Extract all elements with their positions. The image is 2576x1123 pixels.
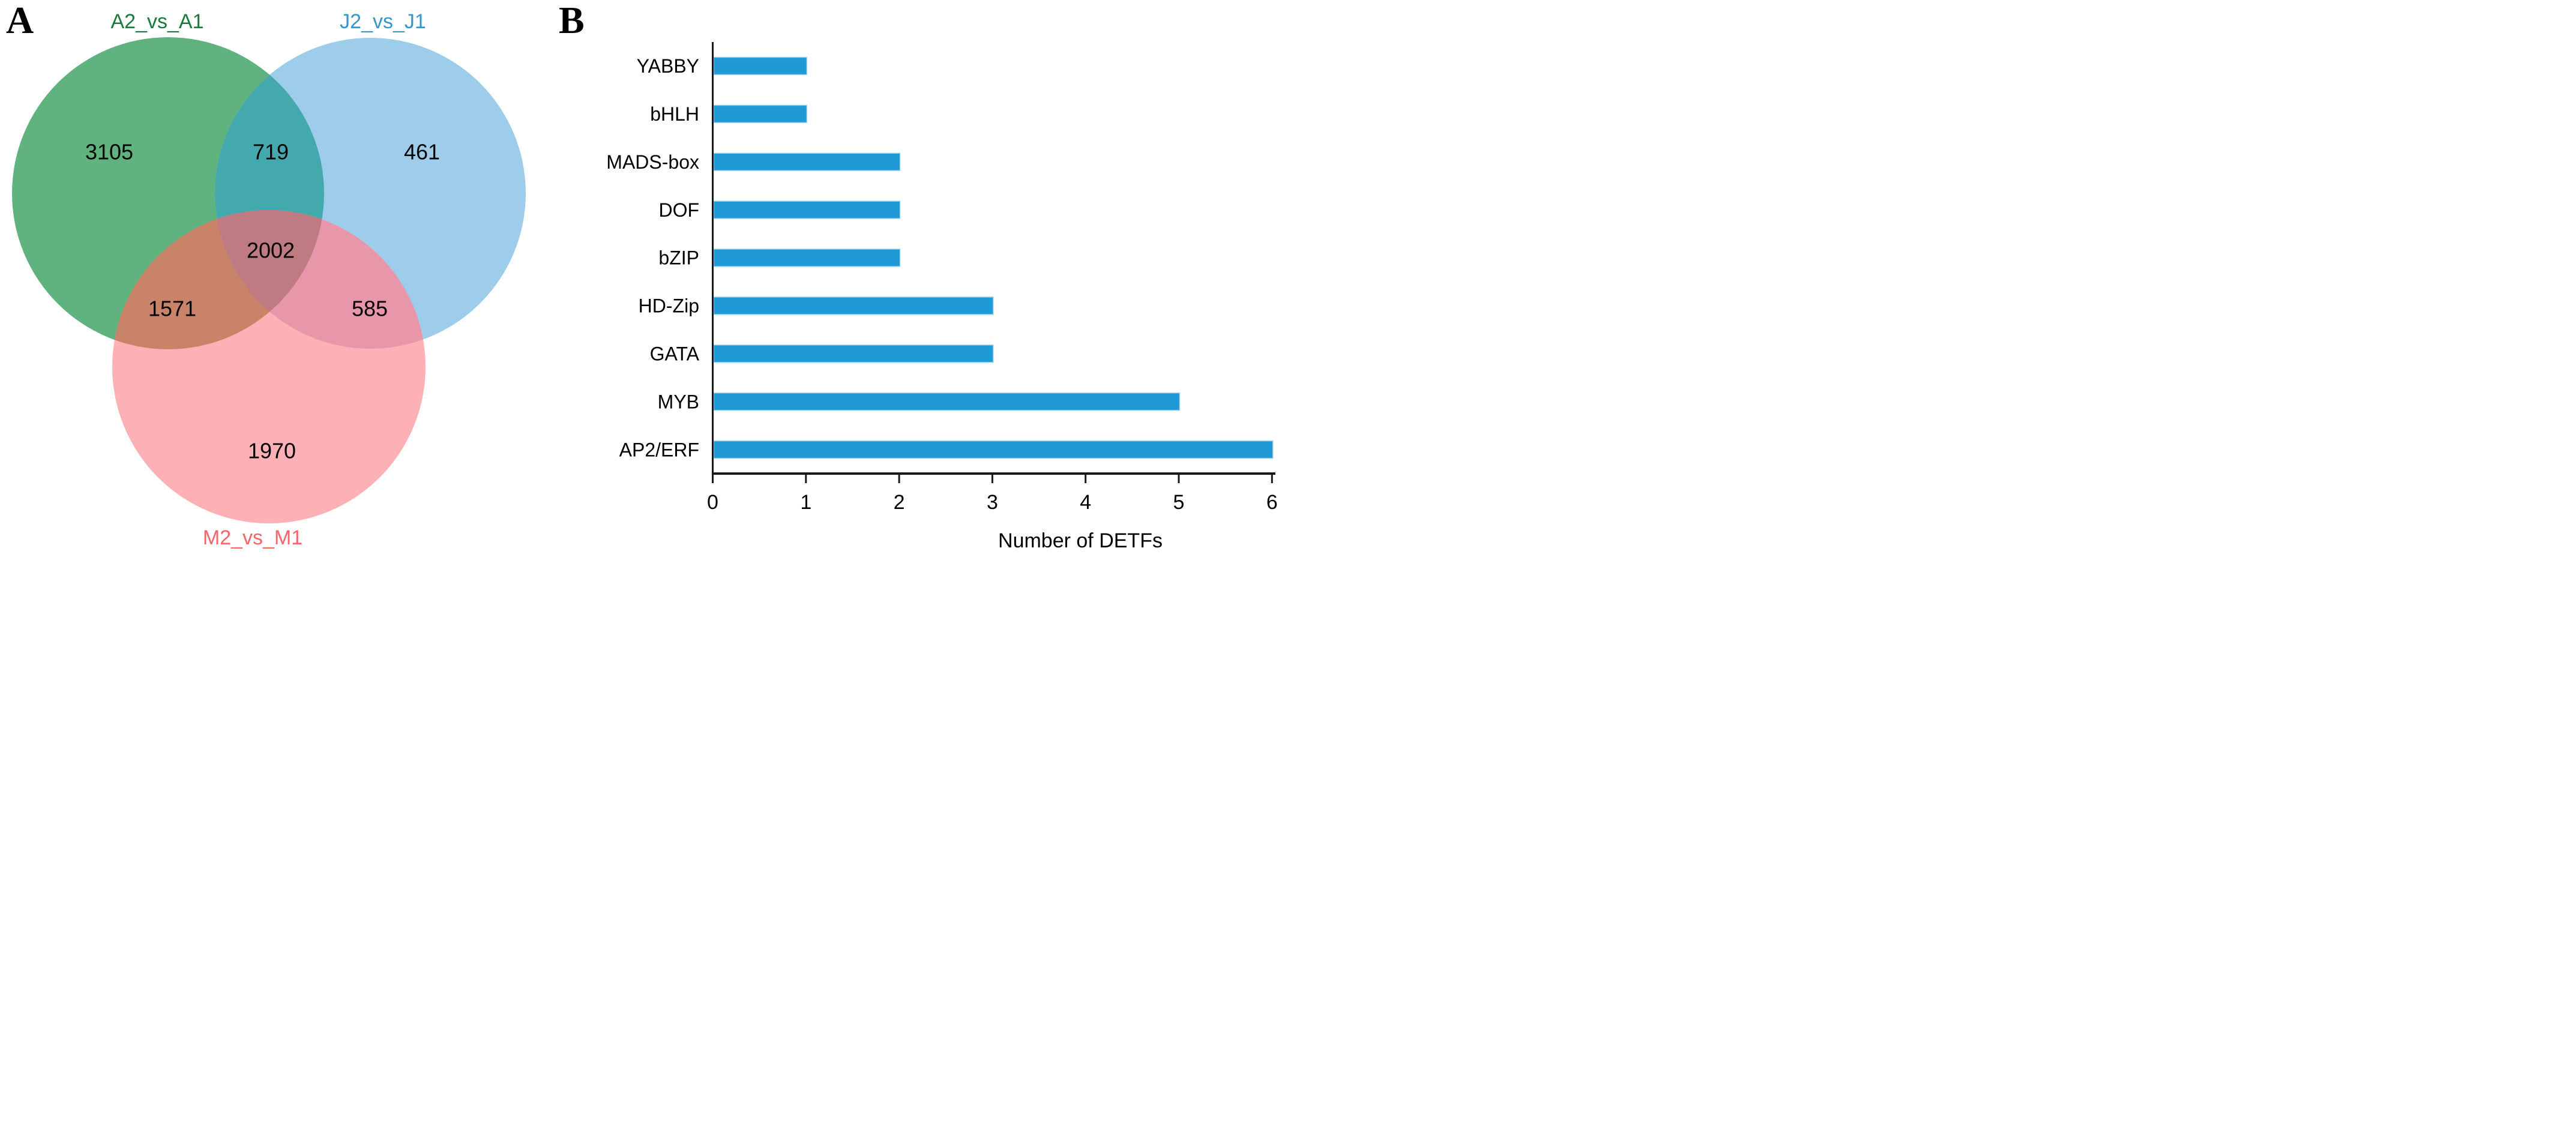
x-tick-label: 6	[1266, 491, 1278, 514]
count-green-red: 1571	[148, 297, 196, 321]
x-tick-label: 2	[894, 491, 905, 514]
panel-a-venn: A A2_vs_A1 J2_vs_J1 M2_vs_M1 3105 719 46…	[0, 0, 555, 561]
venn-overlap-green-red	[112, 210, 324, 349]
bar-category-label: AP2/ERF	[619, 439, 699, 460]
bar	[713, 345, 994, 363]
set-label-green: A2_vs_A1	[111, 10, 204, 33]
bar	[713, 440, 1274, 459]
x-tick-label: 0	[707, 491, 718, 514]
panel-b-bar-chart: B YABBY bHLH MADS-box DOF bZIP HD-Zip GATA MYB A…	[555, 0, 1288, 561]
figure: A A2_vs_A1 J2_vs_J1 M2_vs_M1 3105 719 46…	[0, 0, 1288, 561]
count-green-blue: 719	[253, 140, 289, 164]
bar	[713, 248, 901, 267]
count-green-only: 3105	[85, 140, 133, 164]
count-center: 2002	[247, 238, 295, 263]
bar	[713, 104, 808, 124]
bar-category-label: YABBY	[637, 55, 699, 77]
bars-group: YABBY bHLH MADS-box DOF bZIP HD-Zip GATA MYB AP2…	[606, 55, 1274, 460]
bar-category-label: MADS-box	[606, 151, 699, 173]
venn-diagram-svg: A A2_vs_A1 J2_vs_J1 M2_vs_M1 3105 719 46…	[6, 0, 526, 549]
x-tick-label: 3	[987, 491, 998, 514]
panel-a-letter: A	[6, 0, 34, 41]
bar-chart-svg: B YABBY bHLH MADS-box DOF bZIP HD-Zip GATA MYB A…	[559, 0, 1278, 552]
bar	[713, 56, 808, 76]
set-label-red: M2_vs_M1	[203, 526, 302, 549]
bar	[713, 152, 901, 171]
bar-category-label: HD-Zip	[639, 295, 699, 317]
bar-category-label: DOF	[658, 199, 699, 221]
set-label-blue: J2_vs_J1	[340, 10, 426, 33]
x-axis-title: Number of DETFs	[998, 529, 1163, 552]
count-red-only: 1970	[248, 439, 296, 463]
count-blue-red: 585	[352, 297, 388, 321]
bar	[713, 392, 1181, 411]
venn-overlap-blue-red	[215, 210, 426, 349]
bar-category-label: bHLH	[650, 103, 699, 125]
bar-category-label: bZIP	[658, 247, 699, 269]
bar	[713, 297, 994, 315]
x-axis-ticks-group: 0 1 2 3 4 5 6	[707, 475, 1278, 514]
x-tick-label: 4	[1080, 491, 1091, 514]
bar	[713, 200, 901, 219]
x-tick-label: 5	[1173, 491, 1185, 514]
x-tick-label: 1	[800, 491, 811, 514]
bar-category-label: MYB	[658, 391, 699, 412]
panel-b-letter: B	[559, 0, 585, 41]
bar-category-label: GATA	[650, 343, 700, 364]
count-blue-only: 461	[404, 140, 440, 164]
